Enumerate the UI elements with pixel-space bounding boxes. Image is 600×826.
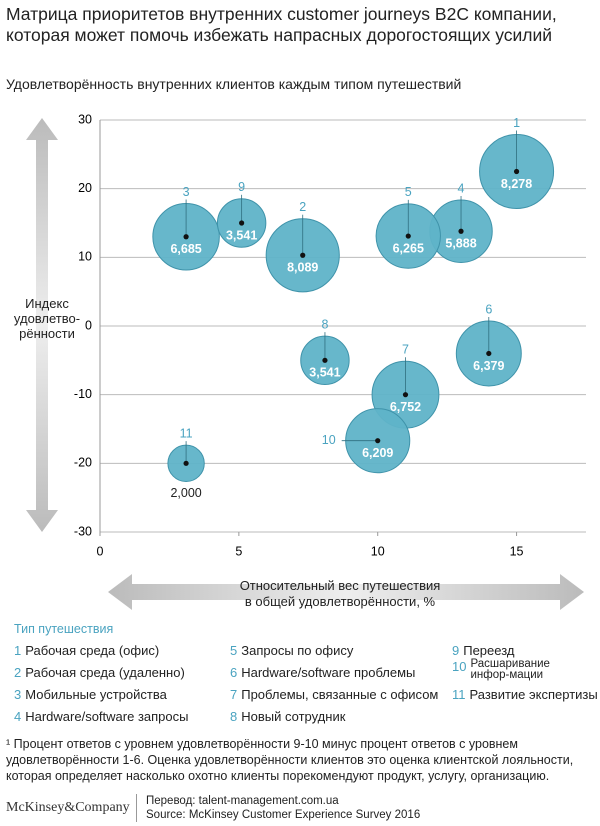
legend-number: 9	[452, 643, 460, 658]
point-label: 3	[183, 185, 190, 199]
legend-label: Расшаривание инфор-мации	[470, 658, 550, 681]
legend-item: 6 Hardware/software проблемы	[230, 665, 415, 680]
translation: Перевод: talent-management.com.ua	[146, 795, 339, 807]
x-tick-label: 0	[97, 544, 104, 558]
point-label: 2	[299, 200, 306, 214]
point-label: 1	[513, 116, 520, 130]
point-label: 7	[402, 343, 409, 357]
x-tick-label: 10	[371, 544, 385, 558]
center-dot	[183, 234, 189, 240]
x-label-line: Относительный вес путешествия	[239, 578, 441, 593]
center-dot	[513, 168, 520, 175]
legend-title: Тип путешествия	[14, 622, 114, 636]
legend-label: Переезд	[463, 643, 515, 658]
center-dot	[486, 350, 492, 357]
value-label: 6,265	[393, 241, 424, 255]
point-label: 8	[321, 317, 328, 331]
y-label-line: удовлетво-	[13, 311, 81, 326]
x-label-line: в общей удовлетворённости, %	[244, 594, 436, 609]
legend-item: 11 Развитие экспертизы	[452, 687, 598, 702]
x-tick-label: 15	[510, 544, 524, 558]
y-arrow	[26, 118, 58, 532]
legend-label: Запросы по офису	[241, 643, 354, 658]
center-dot	[322, 357, 328, 363]
legend-label: Мобильные устройства	[25, 687, 167, 702]
point-label: 9	[238, 180, 245, 194]
subtitle: Удовлетворённость внутренних клиентов ка…	[6, 76, 462, 92]
y-tick-label: -30	[74, 524, 92, 538]
legend-label: Развитие экспертизы	[469, 687, 598, 702]
y-axis-label: Индекс удовлетво-рённости	[4, 296, 90, 341]
value-label: 8,089	[287, 261, 318, 275]
x-axis-label: Относительный вес путешествия в общей удо…	[140, 578, 540, 610]
y-label-line: Индекс	[25, 296, 69, 311]
y-tick-label: 20	[78, 181, 92, 195]
point-label: 6	[485, 302, 492, 316]
legend-item: 8 Новый сотрудник	[230, 709, 345, 724]
legend-item: 4 Hardware/software запросы	[14, 709, 188, 724]
legend-item: 5 Запросы по офису	[230, 643, 353, 658]
y-label-line: рённости	[19, 326, 75, 341]
legend-label: Рабочая среда (удаленно)	[25, 665, 185, 680]
legend-item: 9 Переезд	[452, 643, 514, 658]
title: Матрица приоритетов внутренних customer …	[6, 4, 557, 45]
value-label: 2,000	[170, 486, 201, 500]
x-arrow	[108, 574, 584, 610]
value-label: 3,541	[309, 366, 340, 380]
y-tick-label: 0	[85, 318, 92, 332]
separator	[136, 794, 137, 822]
legend-label: Hardware/software запросы	[25, 709, 189, 724]
y-tick-label: -10	[74, 387, 92, 401]
center-dot	[458, 228, 464, 234]
logo: McKinsey&Company	[6, 800, 130, 815]
legend-number: 7	[230, 687, 238, 702]
legend-label: Hardware/software проблемы	[241, 665, 416, 680]
value-label: 6,209	[362, 446, 393, 460]
legend-number: 11	[452, 687, 466, 702]
value-label: 8,278	[501, 177, 532, 191]
legend-item: 2 Рабочая среда (удаленно)	[14, 665, 185, 680]
legend-number: 2	[14, 665, 22, 680]
legend-item: 7 Проблемы, связанные с офисом	[230, 687, 438, 702]
point-label: 5	[405, 185, 412, 199]
legend-number: 4	[14, 709, 22, 724]
value-label: 6,379	[473, 359, 504, 373]
center-dot	[300, 252, 306, 258]
point-label: 10	[322, 433, 336, 447]
legend-label: Рабочая среда (офис)	[25, 643, 160, 658]
y-tick-label: -20	[74, 456, 92, 470]
legend-label: Проблемы, связанные с офисом	[241, 687, 439, 702]
x-tick-label: 5	[235, 544, 242, 558]
legend-item: 10 Расшаривание инфор-мации	[452, 658, 588, 681]
legend-number: 8	[230, 709, 238, 724]
legend-item: 1 Рабочая среда (офис)	[14, 643, 159, 658]
y-tick-label: 10	[78, 250, 92, 264]
footnote: ¹ Процент ответов с уровнем удовлетворён…	[6, 737, 574, 783]
legend-item: 3 Мобильные устройства	[14, 687, 167, 702]
value-label: 6,685	[170, 242, 201, 256]
point-label: 4	[458, 181, 465, 195]
source: Source: McKinsey Customer Experience Sur…	[146, 809, 421, 821]
legend-label: Новый сотрудник	[241, 709, 346, 724]
legend-number: 1	[14, 643, 22, 658]
legend-number: 10	[452, 659, 467, 674]
y-tick-label: 30	[78, 112, 92, 126]
value-label: 3,541	[226, 228, 257, 242]
legend-number: 3	[14, 687, 22, 702]
center-dot	[183, 460, 189, 466]
center-dot	[405, 233, 411, 239]
legend-number: 5	[230, 643, 238, 658]
point-label: 11	[180, 426, 193, 440]
legend-number: 6	[230, 665, 238, 680]
center-dot	[375, 438, 381, 444]
value-label: 5,888	[445, 237, 476, 251]
center-dot	[239, 220, 245, 226]
center-dot	[402, 392, 409, 398]
value-label: 6,752	[390, 400, 421, 414]
